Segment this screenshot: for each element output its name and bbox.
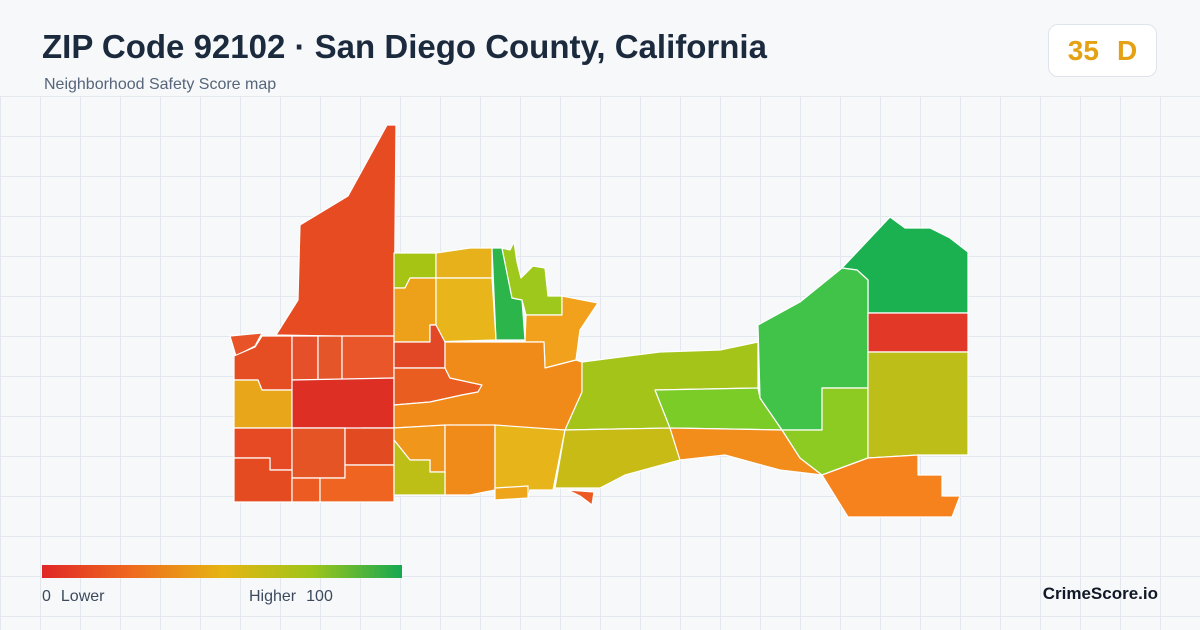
map-region-west-a2[interactable] — [291, 335, 319, 381]
header — [0, 0, 1200, 97]
map-region-west-a3[interactable] — [317, 335, 343, 381]
map-region-south-center-olive[interactable] — [554, 427, 681, 489]
legend-min-text: Lower — [60, 588, 105, 605]
map-region-west-e2[interactable] — [291, 477, 321, 503]
map-region-northwest-spire[interactable] — [275, 124, 397, 338]
legend-min-value: 0 — [42, 588, 51, 605]
legend-color-scale — [42, 565, 402, 578]
safety-score-badge: 35 D — [1048, 24, 1157, 77]
legend-max-text: Higher — [249, 588, 297, 605]
map-region-west-a4[interactable] — [341, 335, 395, 381]
map-region-west-e1[interactable] — [233, 457, 293, 503]
map-region-south-small-lime[interactable] — [393, 439, 446, 496]
map-region-north-lime-right[interactable] — [501, 241, 563, 316]
map-region-south-tip[interactable] — [567, 489, 595, 506]
map-region-west-d3[interactable] — [344, 427, 395, 466]
legend-min-label: 0 Lower — [42, 588, 104, 606]
legend-max-label: Higher 100 — [249, 588, 333, 606]
map-region-south-amber[interactable] — [494, 485, 529, 501]
score-value: 35 — [1067, 34, 1099, 66]
map-region-east-orange-b[interactable] — [821, 454, 961, 518]
legend-max-value: 100 — [306, 588, 333, 605]
page-title: ZIP Code 92102 · San Diego County, Calif… — [42, 28, 767, 65]
map-region-south-orange-b[interactable] — [444, 424, 496, 496]
map-region-east-olive[interactable] — [867, 351, 969, 459]
map-region-north-yellow[interactable] — [435, 247, 493, 279]
page-subtitle: Neighborhood Safety Score map — [44, 76, 277, 93]
score-grade: D — [1116, 34, 1138, 66]
map-region-east-red[interactable] — [867, 312, 969, 353]
brand-logo-text[interactable]: CrimeScore.io — [1042, 584, 1158, 603]
map-region-west-d2[interactable] — [291, 427, 346, 479]
